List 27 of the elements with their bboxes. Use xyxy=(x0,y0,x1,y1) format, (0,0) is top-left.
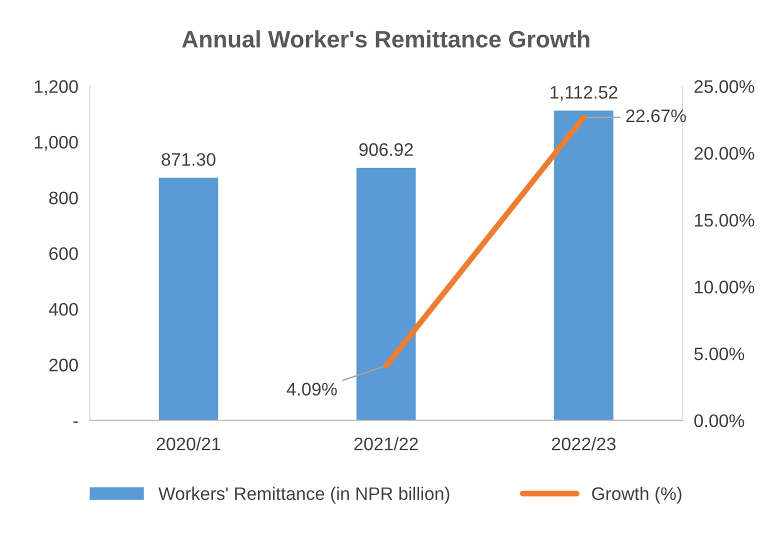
chart-title: Annual Worker's Remittance Growth xyxy=(182,30,590,48)
y2-tick-label: 20.00% xyxy=(694,147,754,160)
legend-label: Growth (%) xyxy=(592,486,682,504)
x-tick-label: 2020/21 xyxy=(156,437,220,450)
y-tick-label: 1,000 xyxy=(34,136,78,151)
bar xyxy=(158,178,218,420)
x-tick-label: 2021/22 xyxy=(354,437,418,450)
y-tick-label: 800 xyxy=(49,192,78,204)
x-tick-label: 2022/23 xyxy=(552,437,616,450)
data-label: 4.09% xyxy=(286,382,337,396)
data-label: 22.67% xyxy=(626,109,686,122)
y2-tick-label: 0.00% xyxy=(694,414,744,428)
y-tick-label: - xyxy=(73,421,78,423)
y-tick-label: 600 xyxy=(49,247,78,260)
data-label: 906.92 xyxy=(359,143,413,156)
bar xyxy=(356,168,416,420)
y-tick-label: 1,200 xyxy=(34,80,78,96)
data-label: 1,112.52 xyxy=(550,86,618,101)
y2-tick-label: 10.00% xyxy=(694,280,754,294)
y2-tick-label: 25.00% xyxy=(694,80,754,93)
y2-tick-label: 5.00% xyxy=(694,348,744,360)
y-tick-label: 400 xyxy=(48,302,78,316)
bar xyxy=(554,110,614,420)
y2-tick-label: 15.00% xyxy=(694,214,754,227)
legend-label: Workers' Remittance (in NPR billion) xyxy=(158,486,450,504)
y-tick-label: 200 xyxy=(49,358,78,372)
data-label: 871.30 xyxy=(162,153,216,166)
